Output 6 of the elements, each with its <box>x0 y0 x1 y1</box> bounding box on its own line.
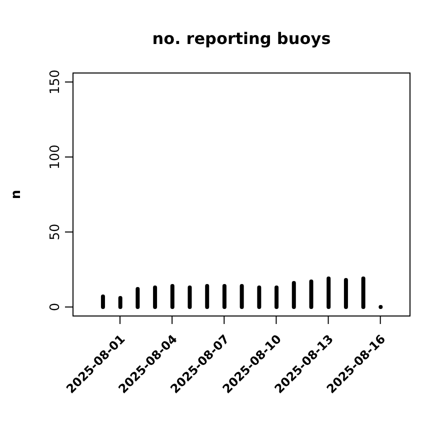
y-tick-label: 0 <box>48 302 63 312</box>
y-tick-label: 50 <box>48 224 63 240</box>
chart-title: no. reporting buoys <box>152 29 331 48</box>
y-tick-label: 100 <box>48 144 63 170</box>
y-tick-label: 150 <box>48 70 63 94</box>
y-axis-title: n <box>9 190 24 200</box>
